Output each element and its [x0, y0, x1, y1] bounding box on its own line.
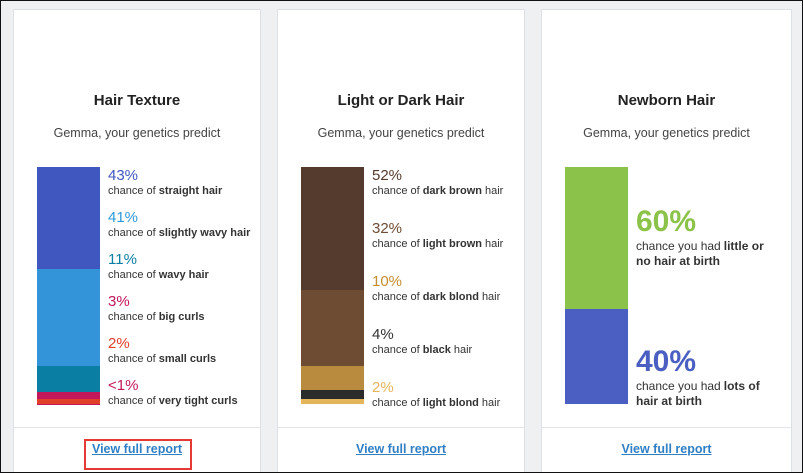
percent: 11%: [108, 251, 137, 268]
bold-text: very tight curls: [158, 395, 238, 407]
bold-text: slightly wavy hair: [158, 227, 251, 239]
prefix: chance of: [108, 395, 156, 407]
prefix: chance of: [108, 269, 156, 281]
card-title: Newborn Hair: [617, 92, 716, 109]
prefix: chance you had: [636, 239, 721, 253]
item-text: 40% chance you had lots of hair at birth: [636, 345, 781, 409]
divider: [14, 427, 260, 428]
prefix: chance you had: [636, 379, 721, 393]
item-text: 32% chance of light brown hair: [372, 220, 503, 251]
item-text: <1% chance of very tight curls: [108, 377, 241, 408]
bar-segment: [301, 290, 364, 367]
bold-text: black: [422, 344, 451, 356]
prefix: chance of: [372, 238, 420, 250]
bold-text: light blond: [422, 397, 479, 409]
suffix: hair: [481, 291, 501, 303]
view-report-link[interactable]: View full report: [355, 442, 447, 456]
bar-segment: [37, 399, 100, 404]
item-text: 4% chance of black hair: [372, 326, 472, 357]
bold-text: little or no hair at birth: [636, 239, 764, 268]
percent: 10%: [372, 273, 403, 290]
bar-segment: [565, 167, 628, 310]
percent: 3%: [108, 293, 130, 310]
bar-segment: [37, 392, 100, 400]
card: Light or Dark Hair Gemma, your genetics p…: [277, 9, 525, 472]
bar-segment: [37, 366, 100, 393]
card-subtitle: Gemma, your genetics predict: [583, 126, 750, 140]
prefix: chance of: [108, 311, 156, 323]
item-text: 43% chance of straight hair: [108, 167, 225, 198]
item-text: 11% chance of wavy hair: [108, 251, 212, 282]
bold-text: dark brown: [422, 185, 482, 197]
divider: [278, 427, 524, 428]
card-title: Hair Texture: [93, 92, 181, 109]
prefix: chance of: [372, 185, 420, 197]
percent: 60%: [636, 205, 697, 238]
bold-text: small curls: [158, 353, 217, 365]
percent: 2%: [108, 335, 130, 352]
percent: 2%: [372, 379, 394, 396]
card-subtitle: Gemma, your genetics predict: [317, 126, 485, 140]
percent: 43%: [108, 167, 139, 184]
bold-text: dark blond: [422, 291, 479, 303]
bar-segment: [301, 167, 364, 291]
item-text: 10% chance of dark blond hair: [372, 273, 500, 304]
card: Newborn Hair Gemma, your genetics predict…: [541, 9, 792, 472]
prefix: chance of: [372, 344, 420, 356]
view-report-link[interactable]: View full report: [621, 442, 712, 456]
prefix: chance of: [372, 397, 420, 409]
card-subtitle: Gemma, your genetics predict: [53, 126, 221, 140]
bold-text: light brown: [422, 238, 482, 250]
bar-segment: [37, 167, 100, 269]
bold-text: straight hair: [158, 185, 223, 197]
percent: 40%: [636, 345, 697, 378]
bar-segment: [301, 399, 364, 404]
card-title: Light or Dark Hair: [337, 92, 465, 109]
bar-segment: [565, 309, 628, 404]
item-text: 2% chance of small curls: [108, 335, 219, 366]
item-text: 3% chance of big curls: [108, 293, 208, 324]
suffix: hair: [484, 238, 504, 250]
view-report-link[interactable]: View full report: [91, 442, 183, 456]
percent: 32%: [372, 220, 403, 237]
bar-segment: [37, 268, 100, 367]
item-text: 60% chance you had little or no hair at bi…: [636, 205, 781, 269]
bar-segment: [301, 389, 364, 400]
bold-text: big curls: [158, 311, 205, 323]
suffix: hair: [481, 397, 501, 409]
item-text: 2% chance of light blond hair: [372, 379, 500, 410]
suffix: hair: [485, 185, 504, 197]
bar-segment: [37, 404, 100, 406]
item-text: 52% chance of dark brown hair: [372, 167, 503, 198]
suffix: hair: [453, 344, 473, 356]
bar-segment: [301, 366, 364, 390]
percent: 52%: [372, 167, 403, 184]
percent: 4%: [372, 326, 394, 343]
prefix: chance of: [108, 353, 156, 365]
divider: [542, 427, 791, 428]
prefix: chance of: [108, 185, 156, 197]
highlight-box: [84, 439, 192, 470]
prefix: chance of: [108, 227, 156, 239]
card: Hair Texture Gemma, your genetics predict…: [13, 9, 261, 472]
item-text: 41% chance of slightly wavy hair: [108, 209, 253, 240]
bold-text: wavy hair: [158, 269, 209, 281]
bold-text: lots of hair at birth: [636, 379, 760, 408]
percent: 41%: [108, 209, 139, 226]
prefix: chance of: [372, 291, 420, 303]
percent: <1%: [108, 377, 139, 394]
